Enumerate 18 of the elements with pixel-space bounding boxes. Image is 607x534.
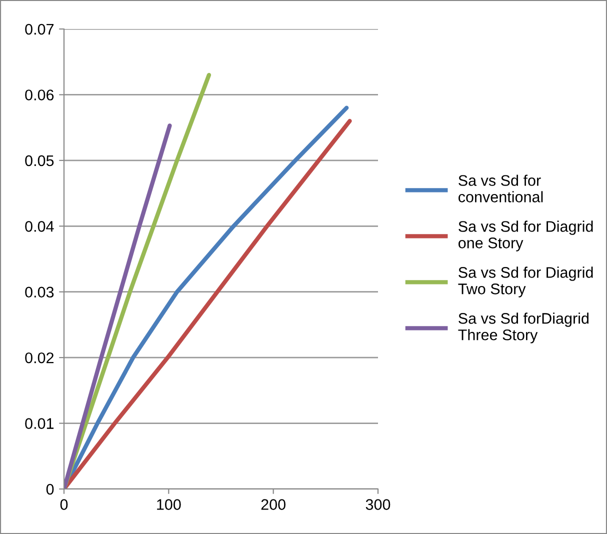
- x-tick-label: 300: [366, 499, 390, 510]
- line-series: [64, 72, 212, 489]
- legend-label: Sa vs Sd forDiagrid Three Story: [458, 312, 588, 344]
- legend-label: Sa vs Sd for Diagrid Two Story: [458, 266, 593, 298]
- y-tick-label: 0.01: [25, 418, 54, 429]
- legend-label: Sa vs Sd for Diagrid one Story: [458, 220, 593, 252]
- x-tick-label: 200: [261, 499, 286, 510]
- y-tick-label: 0.02: [25, 352, 54, 364]
- y-tick-label: 0: [46, 484, 54, 495]
- y-tick-label: 0.07: [25, 24, 54, 35]
- y-tick-label: 0.05: [25, 155, 54, 166]
- y-tick-label: 0.04: [25, 221, 54, 232]
- x-tick-label: 100: [157, 499, 181, 510]
- y-tick-label: 0.03: [25, 286, 54, 298]
- legend-label: Sa vs Sd for conventional: [458, 174, 543, 202]
- x-tick-label: 0: [60, 499, 68, 510]
- line-series: [64, 124, 172, 489]
- y-tick-label: 0.06: [25, 90, 54, 100]
